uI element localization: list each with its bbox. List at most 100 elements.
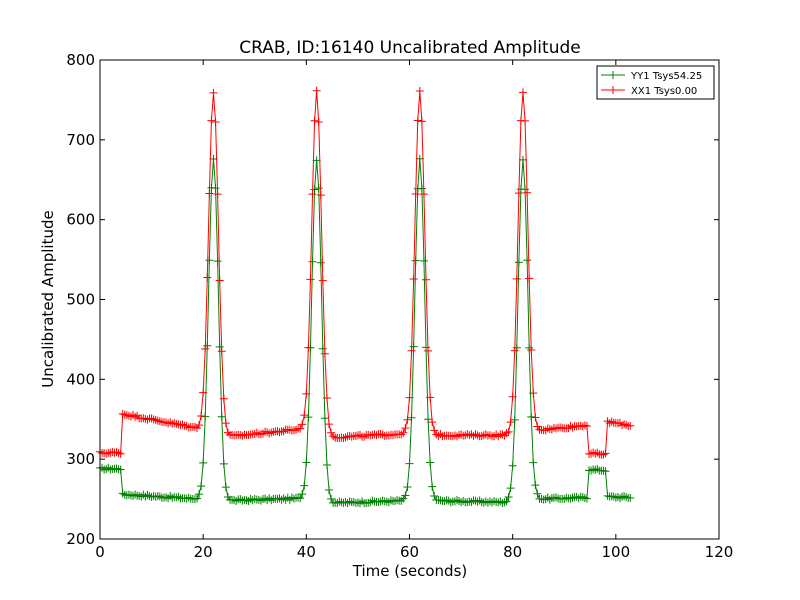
data-point-marker — [316, 191, 325, 200]
data-point-marker — [622, 420, 631, 429]
data-point-marker — [118, 489, 127, 498]
data-point-marker — [341, 433, 350, 442]
data-point-marker — [215, 276, 224, 285]
data-point-marker — [306, 275, 315, 284]
data-point-marker — [411, 190, 420, 199]
data-point-marker — [209, 88, 218, 97]
data-point-marker — [547, 425, 556, 434]
data-point-marker — [184, 423, 193, 432]
data-point-marker — [432, 430, 441, 439]
data-point-marker — [267, 496, 276, 505]
data-point-marker — [327, 494, 336, 503]
data-point-marker — [514, 189, 523, 198]
x-axis-label: Time (seconds) — [352, 562, 468, 580]
data-point-marker — [407, 413, 416, 422]
data-point-marker — [551, 493, 560, 502]
data-point-marker — [518, 88, 527, 97]
data-point-marker — [223, 428, 232, 437]
data-point-marker — [184, 493, 193, 502]
data-point-marker — [273, 494, 282, 503]
data-point-marker — [578, 422, 587, 431]
data-point-marker — [190, 495, 199, 504]
data-point-marker — [518, 155, 527, 164]
data-point-marker — [422, 275, 431, 284]
data-point-marker — [310, 116, 319, 125]
data-point-marker — [417, 184, 426, 193]
data-point-marker — [545, 495, 554, 504]
x-tick-label: 120 — [705, 543, 734, 561]
data-point-marker — [195, 490, 204, 499]
data-point-marker — [500, 498, 509, 507]
data-point-marker — [149, 415, 158, 424]
y-tick-label: 500 — [66, 291, 95, 309]
data-point-marker — [527, 345, 536, 354]
data-point-marker — [510, 346, 519, 355]
data-point-marker — [304, 413, 313, 422]
data-point-marker — [405, 459, 414, 468]
data-point-marker — [131, 412, 140, 421]
x-tick-label: 60 — [400, 543, 419, 561]
data-point-marker — [114, 448, 123, 457]
data-point-marker — [382, 497, 391, 506]
axis-ticks: 0 20 40 60 80 100 120 200 300 400 500 600 700 800 — [66, 51, 733, 561]
data-point-marker — [578, 493, 587, 502]
data-point-marker — [401, 424, 410, 433]
data-point-marker — [485, 431, 494, 440]
data-point-marker — [475, 496, 484, 505]
data-point-marker — [314, 117, 323, 126]
data-point-marker — [582, 421, 591, 430]
data-point-marker — [358, 497, 367, 506]
data-point-marker — [252, 428, 261, 437]
data-point-marker — [197, 482, 206, 491]
data-point-marker — [508, 461, 517, 470]
x-tick-label: 100 — [602, 543, 631, 561]
data-point-marker — [300, 481, 309, 490]
data-point-marker — [302, 458, 311, 467]
data-point-marker — [587, 466, 596, 475]
data-point-marker — [316, 258, 325, 267]
data-point-marker — [593, 448, 602, 457]
y-tick-label: 800 — [66, 51, 95, 69]
data-point-marker — [308, 257, 317, 266]
data-point-marker — [615, 494, 624, 503]
data-point-marker — [512, 274, 521, 283]
data-point-marker — [407, 346, 416, 355]
data-point-marker — [545, 425, 554, 434]
y-tick-label: 700 — [66, 131, 95, 149]
data-point-marker — [265, 494, 274, 503]
data-point-marker — [430, 492, 439, 501]
data-point-marker — [254, 495, 263, 504]
data-point-marker — [205, 256, 214, 265]
data-point-marker — [298, 490, 307, 499]
data-point-marker — [166, 418, 175, 427]
legend-marker — [609, 71, 617, 79]
data-point-marker — [298, 420, 307, 429]
data-point-marker — [256, 430, 265, 439]
data-point-marker — [250, 495, 259, 504]
data-point-marker — [292, 425, 301, 434]
data-point-marker — [211, 117, 220, 126]
data-point-marker — [151, 415, 160, 424]
data-point-marker — [388, 431, 397, 440]
data-point-marker — [213, 190, 222, 199]
data-point-marker — [471, 430, 480, 439]
data-point-marker — [533, 489, 542, 498]
data-point-marker — [481, 430, 490, 439]
data-point-marker — [498, 498, 507, 507]
data-point-marker — [118, 409, 127, 418]
data-point-marker — [591, 449, 600, 458]
data-point-marker — [197, 411, 206, 420]
plot-frame — [99, 59, 720, 540]
legend-label: YY1 Tsys54.25 — [630, 71, 702, 82]
data-point-marker — [444, 496, 453, 505]
data-point-marker — [446, 498, 455, 507]
data-point-marker — [440, 497, 449, 506]
data-point-marker — [411, 256, 420, 265]
data-point-marker — [603, 417, 612, 426]
data-point-marker — [172, 493, 181, 502]
data-point-marker — [422, 343, 431, 352]
data-point-marker — [129, 410, 138, 419]
data-point-marker — [166, 492, 175, 501]
data-point-marker — [551, 424, 560, 433]
